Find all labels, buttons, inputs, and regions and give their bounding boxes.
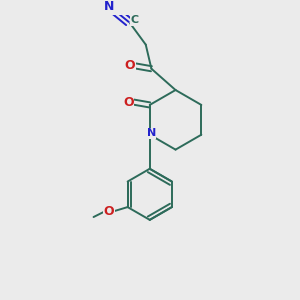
- Text: O: O: [104, 205, 115, 218]
- Text: N: N: [146, 128, 156, 138]
- Text: C: C: [130, 16, 139, 26]
- Text: O: O: [123, 96, 134, 109]
- Text: O: O: [125, 59, 135, 72]
- Text: N: N: [104, 0, 114, 13]
